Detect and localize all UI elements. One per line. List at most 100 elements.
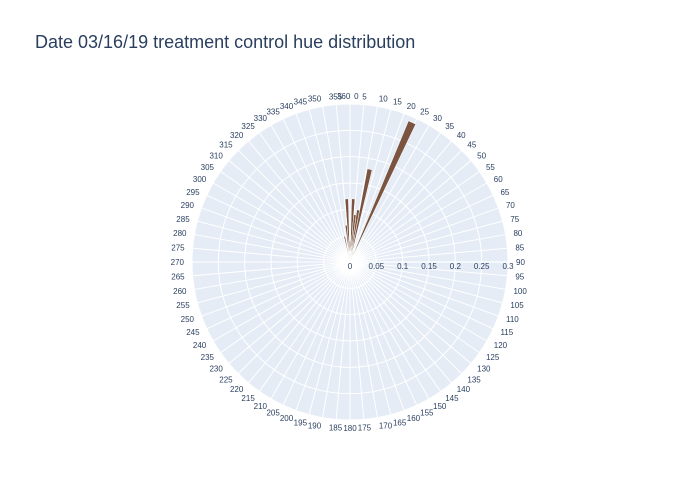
angular-grid-line bbox=[197, 261, 351, 304]
angular-tick-label: 145 bbox=[445, 394, 459, 403]
angular-tick-label: 290 bbox=[181, 201, 195, 210]
radial-tick-label: 0.3 bbox=[502, 262, 514, 271]
radial-tick-label: 0.2 bbox=[450, 262, 462, 271]
angular-tick-label: 205 bbox=[266, 408, 280, 417]
angular-tick-label: 165 bbox=[393, 418, 407, 427]
angular-grid-line bbox=[349, 247, 508, 263]
angular-grid-line bbox=[212, 182, 351, 263]
angular-tick-label: 75 bbox=[510, 215, 519, 224]
angular-tick-label: 70 bbox=[506, 201, 515, 210]
angular-tick-label: 195 bbox=[294, 418, 308, 427]
angular-grid-line bbox=[248, 261, 351, 384]
angular-grid-line bbox=[258, 261, 351, 392]
angular-tick-label: 100 bbox=[513, 287, 527, 296]
angular-tick-label: 335 bbox=[266, 108, 280, 117]
angular-tick-label: 105 bbox=[510, 301, 524, 310]
angular-tick-label: 150 bbox=[433, 402, 447, 411]
angular-tick-label: 120 bbox=[494, 341, 508, 350]
angular-tick-label: 280 bbox=[173, 229, 187, 238]
radial-tick-label: 0 bbox=[348, 262, 353, 271]
hue-bar bbox=[343, 235, 351, 263]
angular-tick-label: 260 bbox=[173, 287, 187, 296]
angular-grid-line bbox=[335, 261, 351, 420]
angular-grid-line bbox=[349, 113, 405, 263]
polar-bars bbox=[343, 120, 417, 263]
radial-tick-label: 0.05 bbox=[369, 262, 385, 271]
angular-grid-line bbox=[349, 182, 488, 263]
angular-tick-label: 20 bbox=[407, 102, 416, 111]
angular-tick-label: 130 bbox=[477, 365, 491, 374]
angular-grid-line bbox=[349, 149, 463, 263]
chart-title: Date 03/16/19 treatment control hue dist… bbox=[35, 32, 416, 52]
angular-grid-line bbox=[258, 132, 351, 263]
angular-grid-line bbox=[248, 140, 351, 263]
angular-tick-label: 90 bbox=[516, 258, 525, 267]
angular-grid-line bbox=[349, 261, 452, 384]
angular-tick-label: 355 bbox=[329, 93, 343, 102]
angular-grid-line bbox=[282, 261, 351, 406]
angular-tick-label: 325 bbox=[241, 122, 255, 131]
angular-grid-line bbox=[295, 261, 351, 411]
angular-tick-label: 265 bbox=[171, 272, 185, 281]
angular-grid-line bbox=[237, 261, 351, 375]
angular-grid-line bbox=[192, 261, 351, 277]
angular-grid-line bbox=[349, 261, 405, 411]
angular-tick-label: 225 bbox=[219, 375, 233, 384]
angular-tick-label: 360 bbox=[337, 92, 351, 101]
angular-grid-line bbox=[237, 149, 351, 263]
angular-tick-label: 330 bbox=[254, 114, 268, 123]
angular-grid-line bbox=[206, 194, 351, 263]
angular-tick-label: 85 bbox=[515, 244, 524, 253]
angular-tick-label: 60 bbox=[494, 175, 503, 184]
angular-grid-line bbox=[308, 261, 351, 415]
angular-grid-line bbox=[349, 261, 365, 420]
angular-grid-line bbox=[282, 118, 351, 263]
angular-tick-label: 230 bbox=[209, 365, 223, 374]
angular-tick-label: 110 bbox=[506, 315, 519, 324]
angular-tick-label: 50 bbox=[477, 151, 486, 160]
angular-tick-label: 125 bbox=[486, 353, 500, 362]
angular-tick-label: 80 bbox=[513, 229, 522, 238]
angular-tick-label: 285 bbox=[176, 215, 190, 224]
angular-tick-label: 200 bbox=[280, 414, 294, 423]
angular-tick-label: 55 bbox=[486, 163, 495, 172]
angular-tick-label: 320 bbox=[230, 131, 244, 140]
angular-tick-label: 65 bbox=[500, 188, 509, 197]
angular-grid-line bbox=[220, 261, 351, 354]
hue-bar bbox=[349, 168, 373, 263]
angular-tick-label: 180 bbox=[343, 424, 357, 433]
angular-tick-label: 40 bbox=[457, 131, 466, 140]
angular-tick-label: 25 bbox=[420, 108, 429, 117]
radial-tick-label: 0.1 bbox=[397, 262, 409, 271]
angular-tick-label: 300 bbox=[193, 175, 207, 184]
angular-grid-line bbox=[349, 261, 472, 364]
angular-tick-label: 170 bbox=[379, 421, 393, 430]
angular-grid-line bbox=[308, 109, 351, 263]
angular-grid-line bbox=[201, 207, 351, 263]
angular-tick-label: 140 bbox=[457, 385, 471, 394]
angular-grid-line bbox=[349, 261, 442, 392]
angular-grid-line bbox=[349, 261, 494, 330]
angular-tick-label: 345 bbox=[294, 98, 308, 107]
angular-tick-labels: 0 5 10 15 2025303540455055606570758085909510… bbox=[171, 92, 528, 433]
angular-tick-label: 245 bbox=[186, 328, 200, 337]
angular-grid-line bbox=[295, 113, 351, 263]
angular-grid-line bbox=[194, 234, 351, 263]
angular-tick-label: 10 bbox=[379, 95, 388, 104]
angular-grid-line bbox=[349, 261, 499, 317]
angular-tick-label: 155 bbox=[420, 408, 434, 417]
angular-grid-line bbox=[349, 170, 480, 263]
angular-tick-label: 250 bbox=[181, 315, 195, 324]
angular-tick-label: 240 bbox=[193, 341, 207, 350]
radial-tick-labels: 0 0.05 0.1 0.15 0.2 0.25 0.3 bbox=[348, 262, 514, 271]
angular-tick-label: 95 bbox=[515, 272, 524, 281]
angular-tick-label: 215 bbox=[241, 394, 255, 403]
hue-bar bbox=[349, 120, 417, 263]
angular-tick-label: 175 bbox=[358, 423, 372, 432]
angular-tick-label: 135 bbox=[467, 375, 481, 384]
angular-grid-line bbox=[349, 261, 503, 304]
angular-tick-label: 295 bbox=[186, 188, 200, 197]
angular-grid-line bbox=[206, 261, 351, 330]
angular-grid-line bbox=[349, 160, 472, 263]
angular-grid-line bbox=[349, 261, 378, 418]
